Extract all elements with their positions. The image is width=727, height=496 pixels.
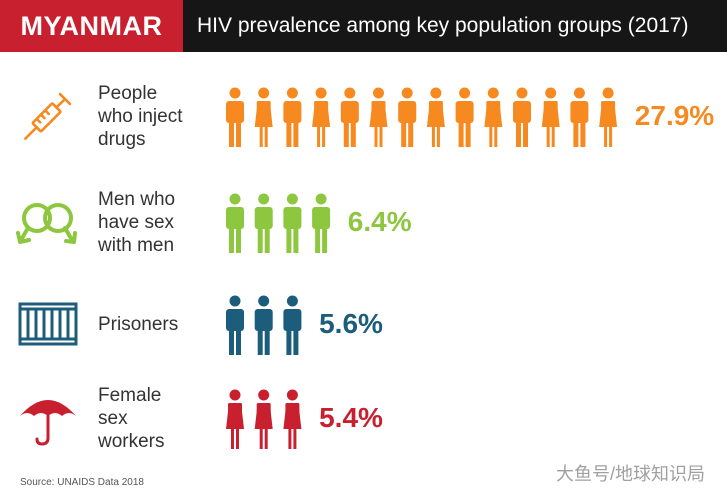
person-icon xyxy=(513,87,531,147)
chart-row: People who inject drugs 27.9% xyxy=(0,72,727,160)
category-label: Female sex workers xyxy=(98,384,165,452)
person-icon xyxy=(426,87,445,147)
person-figures xyxy=(226,295,302,355)
umbrella-icon xyxy=(20,400,76,446)
person-figures xyxy=(226,193,331,253)
person-icon xyxy=(283,389,302,449)
person-icon xyxy=(254,389,273,449)
source-note: Source: UNAIDS Data 2018 xyxy=(20,477,144,488)
person-icon xyxy=(398,87,417,147)
person-icon xyxy=(254,295,273,355)
person-icon xyxy=(226,295,244,355)
syringe-icon xyxy=(24,92,72,140)
category-label: People who inject drugs xyxy=(98,82,183,150)
person-icon xyxy=(312,87,331,147)
person-icon xyxy=(369,87,388,147)
value-label: 27.9% xyxy=(634,100,715,131)
person-icon xyxy=(599,87,618,147)
value-label: 5.6% xyxy=(319,308,383,339)
person-icon xyxy=(541,87,560,147)
person-icon xyxy=(254,193,273,253)
person-figures xyxy=(226,389,302,449)
person-icon xyxy=(283,87,302,147)
country-name: MYANMAR xyxy=(20,10,163,41)
chart-row: Female sex workers 5.4% xyxy=(0,374,727,462)
person-icon xyxy=(570,87,589,147)
person-icon xyxy=(455,87,474,147)
prison-bars-icon xyxy=(18,302,78,346)
person-icon xyxy=(226,87,244,147)
person-icon xyxy=(226,389,244,449)
category-label: Men who have sex with men xyxy=(98,188,176,256)
value-label: 6.4% xyxy=(347,206,412,237)
person-icon xyxy=(312,193,331,253)
category-label: Prisoners xyxy=(98,313,179,335)
person-icon xyxy=(226,193,244,253)
chart-row: Prisoners 5.6% xyxy=(0,280,727,368)
person-icon xyxy=(254,87,273,147)
person-icon xyxy=(340,87,359,147)
watermark: 大鱼号/地球知识局 xyxy=(556,464,706,484)
person-icon xyxy=(283,295,302,355)
value-label: 5.4% xyxy=(319,402,383,433)
country-badge: MYANMAR xyxy=(0,0,183,52)
page-title: HIV prevalence among key population grou… xyxy=(197,14,689,37)
person-icon xyxy=(484,87,503,147)
chart-row: Men who have sex with men 6.4% xyxy=(0,178,727,266)
person-figures xyxy=(226,87,618,147)
person-icon xyxy=(283,193,302,253)
male-symbols-icon xyxy=(16,203,77,244)
